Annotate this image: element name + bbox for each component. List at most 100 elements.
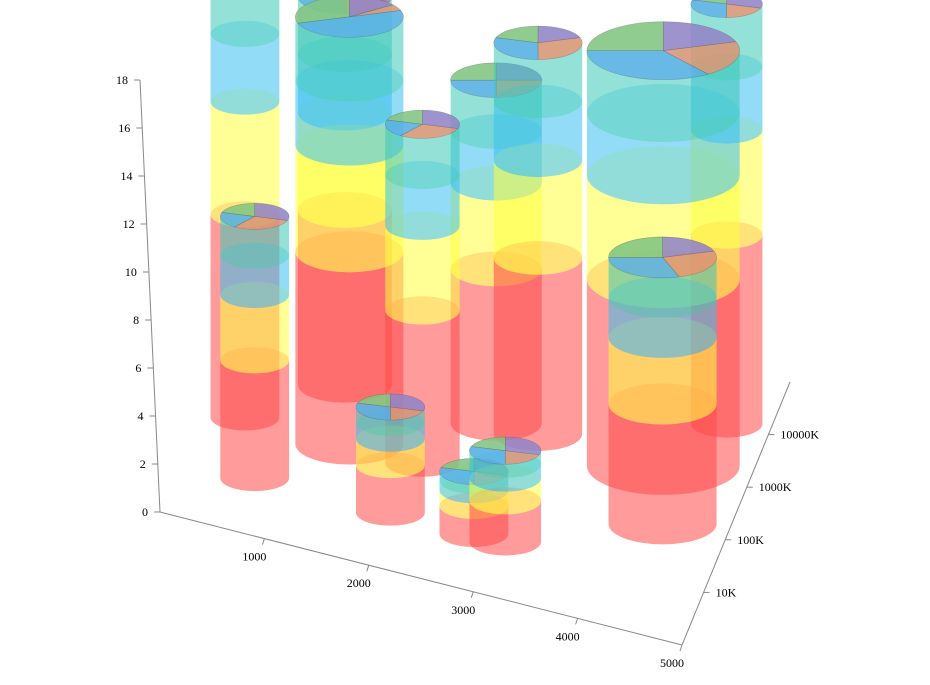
- y-tick-label: 12: [123, 217, 135, 231]
- x-tick-mark: [575, 618, 579, 625]
- pie-slice: [295, 0, 350, 24]
- pie-slice: [586, 21, 664, 52]
- pie-slice: [470, 436, 506, 451]
- z-tick-label: 10000K: [780, 428, 819, 442]
- pie-slice: [386, 109, 423, 125]
- cylinder: [608, 236, 717, 545]
- pie-slice: [450, 62, 497, 81]
- cylinder-segment: [469, 450, 542, 478]
- cylinder: [355, 393, 426, 526]
- axes: [134, 79, 791, 652]
- cylinder-segment: [469, 478, 542, 515]
- cylinder-segment: [493, 42, 583, 119]
- pie-slice: [297, 10, 404, 38]
- cylinder: [295, 0, 404, 465]
- pie-slice: [349, 0, 394, 18]
- pie-slice: [662, 21, 737, 52]
- cylinder-segment: [586, 50, 740, 143]
- pie-slice: [493, 37, 539, 60]
- z-axis-line: [681, 381, 791, 646]
- pie-slice: [692, 0, 727, 5]
- pie-slice: [504, 450, 540, 465]
- y-tick-label: 2: [140, 457, 146, 471]
- pie-slice: [399, 123, 459, 139]
- cylinder: [493, 25, 583, 451]
- cylinder-segment: [356, 407, 425, 436]
- pie-slice: [662, 236, 715, 258]
- pie-slice: [390, 406, 424, 421]
- pie-slice: [422, 109, 460, 129]
- cylinder-segment: [295, 145, 404, 273]
- x-tick-label: 4000: [556, 629, 580, 643]
- y-tick-label: 18: [116, 73, 128, 87]
- cylinder-segment: [220, 255, 290, 308]
- pie-slice: [385, 119, 424, 137]
- y-tick-label: 0: [142, 505, 148, 519]
- pie-slice: [608, 257, 680, 279]
- pie-slice: [390, 393, 426, 412]
- y-axis-line: [139, 79, 161, 513]
- pie-slice: [221, 203, 255, 217]
- cylinder-segment: [210, 33, 280, 115]
- cylinder-segment: [295, 80, 404, 166]
- cylinder: [469, 436, 542, 556]
- cylinder-segment: [493, 257, 583, 451]
- y-tick-label: 6: [135, 361, 141, 375]
- cylinder-segment: [608, 257, 717, 318]
- pie-slice: [608, 236, 663, 258]
- cylinder-segment: [220, 216, 290, 269]
- pie-slice: [586, 50, 710, 81]
- cylinder-segment: [385, 225, 460, 325]
- cylinder: [220, 203, 290, 492]
- cylinder-segment: [608, 297, 717, 358]
- pie-slice: [537, 25, 581, 44]
- cylinder-segment: [356, 422, 425, 452]
- cylinder-segment: [493, 160, 583, 275]
- cylinder-segment: [210, 101, 280, 228]
- z-tick-label: 100K: [737, 533, 764, 547]
- y-tick-label: 14: [120, 169, 132, 183]
- x-tick-mark: [470, 591, 474, 598]
- cylinder-segment: [210, 0, 280, 47]
- cylinder-segment: [586, 113, 740, 205]
- pie-slice: [233, 216, 288, 230]
- pie-slice: [450, 79, 497, 98]
- cylinder-segment: [469, 464, 542, 492]
- x-tick-label: 3000: [451, 603, 475, 617]
- x-tick-label: 2000: [347, 576, 371, 590]
- pie-slice: [662, 41, 740, 75]
- cylinder-segment: [608, 337, 717, 425]
- cylinder-segment: [608, 403, 717, 545]
- z-tick-label: 1000K: [759, 480, 792, 494]
- cylinder-segment: [385, 175, 460, 240]
- pie-slice: [661, 250, 717, 278]
- z-tick-label: 10K: [716, 585, 737, 599]
- x-tick-label: 1000: [242, 550, 266, 564]
- pie-slice: [726, 0, 763, 9]
- pie-slice: [726, 3, 762, 18]
- y-tick-label: 16: [118, 121, 130, 135]
- x-tick-mark: [679, 644, 683, 652]
- pie-slice: [439, 467, 475, 485]
- pie-slice: [220, 212, 256, 228]
- y-tick-label: 10: [125, 265, 137, 279]
- x-tick-mark: [366, 565, 370, 572]
- pie-slice: [355, 402, 391, 421]
- pie-slice: [357, 393, 391, 408]
- cylinder-segment: [295, 16, 404, 102]
- pie-slice: [495, 25, 539, 44]
- x-tick-label: 5000: [660, 656, 684, 670]
- pie-slice: [504, 436, 542, 456]
- pie-slice: [469, 446, 506, 465]
- pie-slice: [254, 203, 290, 221]
- cylinder-segment: [385, 124, 460, 190]
- x-axis-line: [159, 511, 683, 646]
- cylinder-segment: [220, 360, 290, 492]
- tick-labels: 0 2 4 6 8 10 12 14 16 18 1000 2000 3000 4000 5000 10K 10…: [116, 73, 819, 670]
- cylinder-segment: [356, 465, 425, 526]
- pie-slice: [349, 4, 402, 18]
- cylinder-segment: [469, 500, 542, 556]
- y-tick-label: 4: [138, 409, 144, 423]
